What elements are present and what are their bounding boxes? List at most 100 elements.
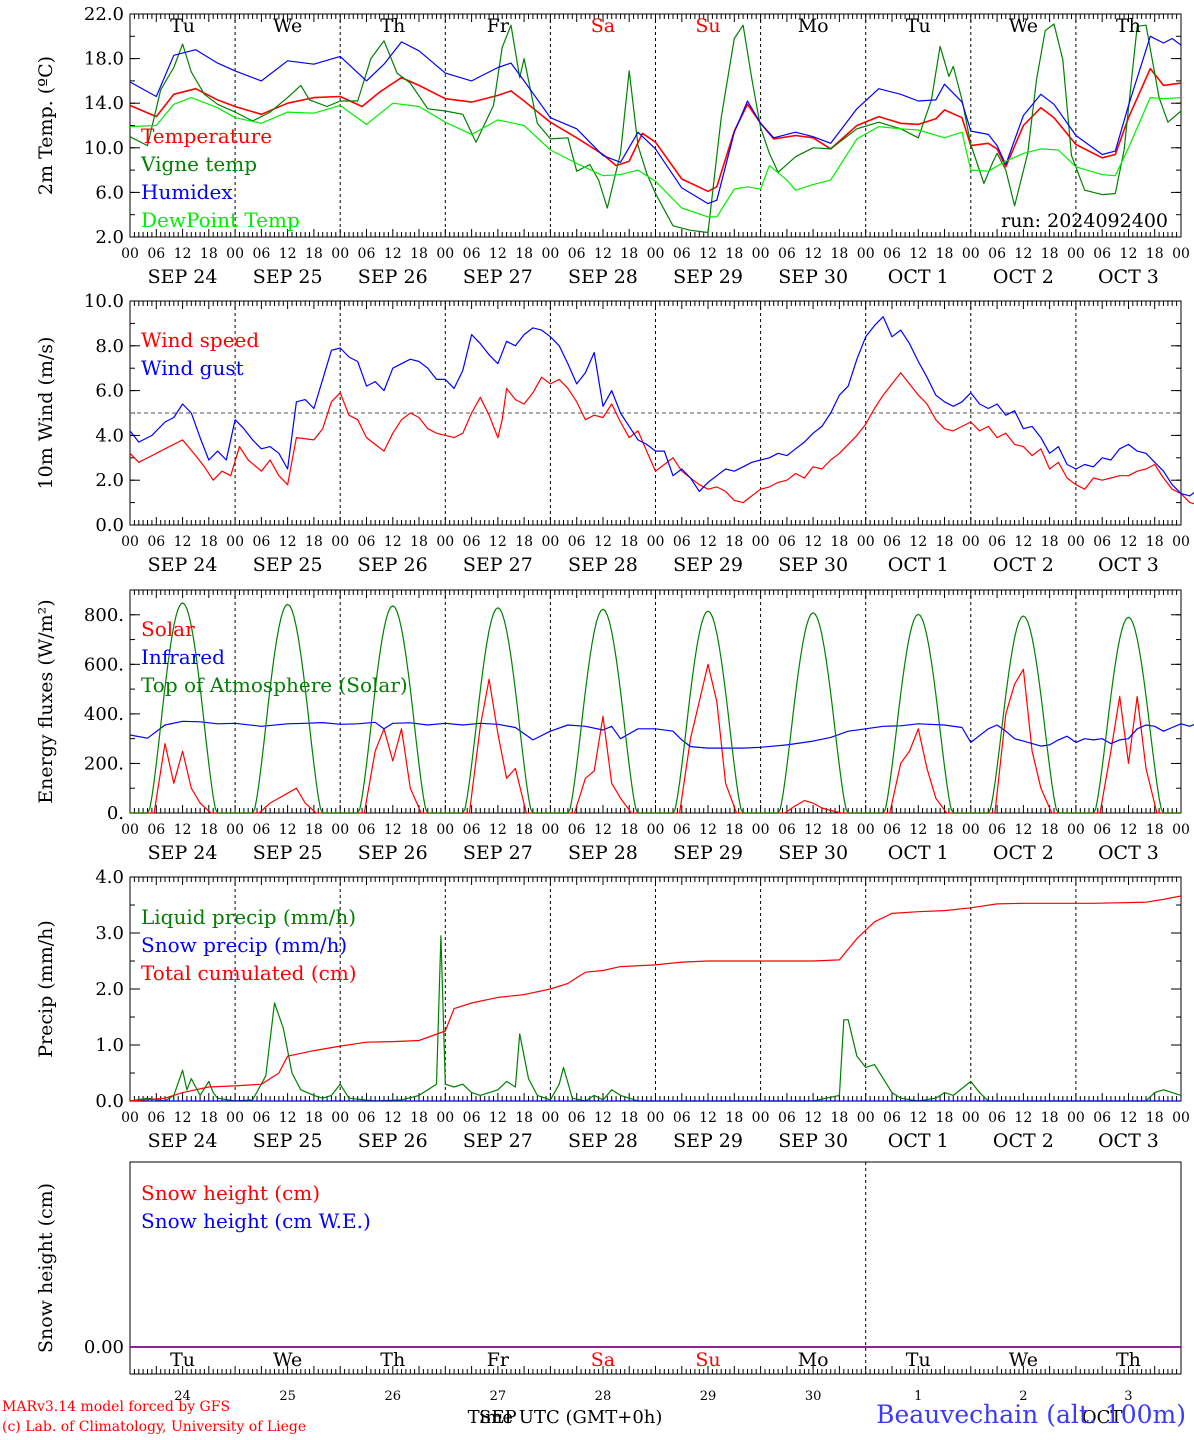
hour-tick-label: 18 [936,246,954,262]
hour-tick-label: 00 [121,246,139,262]
legend: Liquid precip (mm/h) Snow precip (mm/h) To… [141,905,357,985]
y-tick-label: 8.0 [95,336,124,357]
series-line [129,372,1194,505]
weekday-label-bottom: We [1009,1349,1038,1371]
legend: Wind speed Wind gust [141,328,259,380]
hour-tick-label: 00 [331,246,349,262]
weekday-label: Th [380,15,405,37]
y-tick-label: 2.0 [95,227,124,248]
hour-tick-label: 12 [174,246,192,262]
weekday-label-bottom: Sa [591,1349,615,1371]
hour-tick-label: 18 [1041,534,1059,550]
station-title: Beauvechain (alt. 100m) [876,1400,1186,1429]
hour-tick-label: 12 [174,534,192,550]
legend-entry: Wind speed [141,328,259,352]
day-number-label: 26 [384,1389,401,1404]
y-tick-label: 0.00 [84,1337,124,1358]
hour-tick-label: 12 [279,534,297,550]
hour-tick-label: 12 [384,246,402,262]
y-tick-label: 10.0 [84,291,124,312]
weekday-label: Tu [906,15,931,37]
hour-tick-label: 00 [1172,246,1190,262]
hour-tick-label: 06 [778,822,796,838]
hour-tick-label: 06 [883,246,901,262]
hour-tick-label: 06 [358,1110,376,1126]
weekday-label-bottom: Tu [906,1349,931,1371]
date-label: OCT 2 [993,842,1054,864]
hour-tick-label: 18 [515,534,533,550]
y-tick-label: 0. [107,803,124,824]
series-line [130,602,1181,814]
legend-entry: Wind gust [141,356,244,380]
hour-tick-label: 06 [778,246,796,262]
hour-tick-label: 06 [568,1110,586,1126]
date-label: OCT 1 [888,266,949,288]
hour-tick-label: 18 [1146,822,1164,838]
hour-tick-label: 18 [725,1110,743,1126]
hour-tick-label: 00 [962,534,980,550]
hour-tick-label: 00 [1172,534,1190,550]
hour-tick-label: 00 [226,246,244,262]
hour-tick-label: 12 [1120,1110,1138,1126]
hour-tick-label: 06 [778,534,796,550]
date-label: SEP 29 [673,1130,743,1152]
y-tick-label: 4.0 [95,867,124,888]
hour-tick-label: 18 [1146,1110,1164,1126]
month-label: SEP [479,1407,517,1428]
panel-energy: 0. 200. 400. 600. 800. Energy fluxes (W/m²) 00… [35,589,1194,864]
hour-tick-label: 18 [620,246,638,262]
date-label: SEP 28 [568,554,638,576]
legend-entry: Vigne temp [140,152,257,176]
date-label: SEP 30 [778,1130,848,1152]
legend: Snow height (cm) Snow height (cm W.E.) [141,1181,371,1233]
date-label: SEP 27 [463,842,533,864]
hour-tick-label: 12 [699,822,717,838]
hour-tick-label: 12 [1120,246,1138,262]
legend-entry: Snow height (cm W.E.) [141,1209,371,1233]
date-label: SEP 26 [358,554,428,576]
hour-tick-label: 00 [857,534,875,550]
hour-tick-label: 12 [909,534,927,550]
y-axis-label: Energy fluxes (W/m²) [35,599,57,803]
panel-temp: 2.0 6.0 10.0 14.0 18.0 22.0 2m Temp. (ºC) 00 06 1… [35,4,1190,288]
hour-tick-label: 00 [541,822,559,838]
hour-tick-label: 06 [358,534,376,550]
hour-tick-label: 06 [883,534,901,550]
date-label: OCT 1 [888,554,949,576]
hour-tick-label: 06 [1093,1110,1111,1126]
day-number-label: 25 [279,1389,296,1404]
x-ticks [129,1366,1182,1374]
y-tick-label: 6.0 [95,182,124,203]
hour-tick-label: 06 [252,1110,270,1126]
day-number-label: 3 [1124,1389,1132,1404]
hour-tick-label: 06 [252,822,270,838]
date-label: OCT 1 [888,1130,949,1152]
series-line [129,67,1182,193]
y-tick-label: 4.0 [95,425,124,446]
hour-tick-label: 12 [699,534,717,550]
series-line [129,23,1182,234]
legend-entry: DewPoint Temp [141,208,300,232]
hour-tick-label: 18 [200,534,218,550]
hour-tick-label: 00 [436,246,454,262]
weekday-label: Fr [487,15,510,37]
hour-tick-label: 12 [1014,534,1032,550]
hour-tick-label: 06 [988,534,1006,550]
hour-tick-label: 12 [594,246,612,262]
hour-tick-label: 06 [358,822,376,838]
hour-tick-label: 18 [725,534,743,550]
model-credit: MARv3.14 model forced by GFS [2,1399,231,1415]
date-label: SEP 29 [673,266,743,288]
hour-tick-label: 00 [857,822,875,838]
hour-tick-label: 00 [857,1110,875,1126]
hour-tick-label: 06 [147,1110,165,1126]
hour-tick-label: 00 [752,1110,770,1126]
hour-tick-label: 00 [752,822,770,838]
y-axis-label: Precip (mm/h) [35,920,57,1058]
date-label: SEP 28 [568,1130,638,1152]
hour-tick-label: 06 [463,246,481,262]
date-label: SEP 24 [148,554,218,576]
hour-tick-label: 12 [1120,822,1138,838]
panel-wind: 0.0 2.0 4.0 6.0 8.0 10.0 10m Wind (m/s) 00 06 12 1… [35,291,1194,576]
